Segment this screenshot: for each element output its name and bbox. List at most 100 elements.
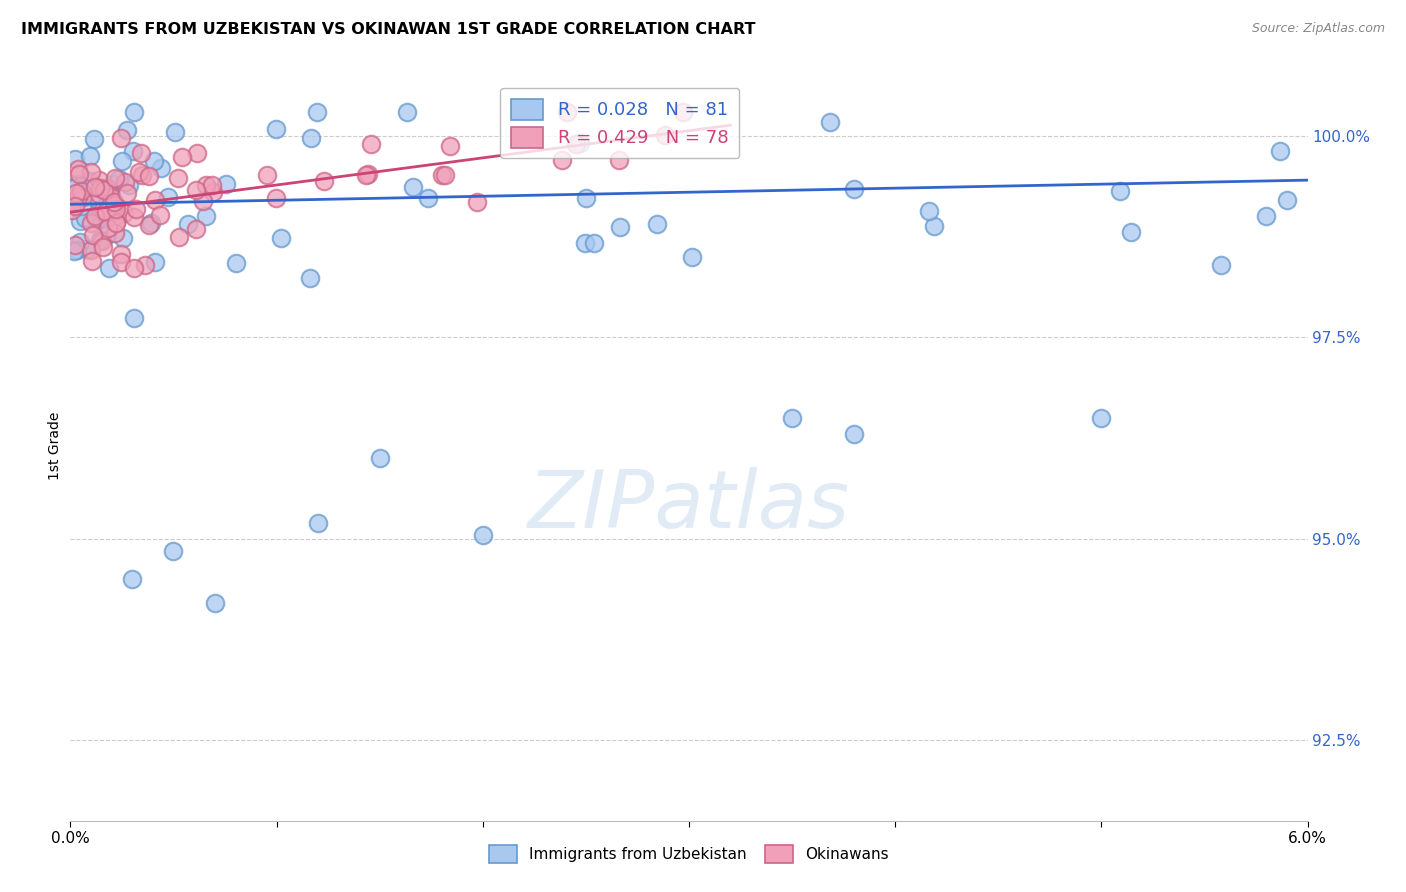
Point <box>439 139 461 153</box>
Text: IMMIGRANTS FROM UZBEKISTAN VS OKINAWAN 1ST GRADE CORRELATION CHART: IMMIGRANTS FROM UZBEKISTAN VS OKINAWAN 1… <box>21 22 755 37</box>
Point <box>117 186 139 200</box>
Point <box>63 187 86 202</box>
Point <box>917 204 939 219</box>
Point <box>842 426 865 441</box>
Point <box>215 177 238 191</box>
Point <box>80 243 103 257</box>
Point <box>138 169 160 183</box>
Point <box>360 136 382 151</box>
Point <box>100 187 122 202</box>
Point <box>143 154 166 169</box>
Point <box>471 527 494 541</box>
Point <box>91 235 114 249</box>
Point <box>96 228 118 243</box>
Point <box>63 244 86 258</box>
Point <box>184 222 207 236</box>
Point <box>195 178 218 192</box>
Point <box>75 211 97 226</box>
Point <box>124 210 146 224</box>
Point <box>186 146 208 161</box>
Point <box>430 168 453 182</box>
Point <box>125 202 148 216</box>
Point <box>201 178 224 193</box>
Point <box>83 209 105 223</box>
Point <box>97 194 120 208</box>
Point <box>104 198 127 212</box>
Point <box>104 227 127 241</box>
Point <box>89 233 111 247</box>
Point <box>569 136 592 150</box>
Point <box>574 236 596 251</box>
Point <box>65 199 87 213</box>
Point <box>264 191 287 205</box>
Point <box>70 184 93 198</box>
Point <box>101 178 124 192</box>
Point <box>922 219 945 234</box>
Point <box>149 161 172 176</box>
Point <box>63 194 86 209</box>
Point <box>72 187 94 202</box>
Point <box>103 198 125 212</box>
Point <box>104 170 127 185</box>
Point <box>66 161 89 176</box>
Point <box>77 174 100 188</box>
Point <box>357 167 380 181</box>
Point <box>201 185 224 199</box>
Point <box>195 209 218 223</box>
Point <box>112 206 135 220</box>
Point <box>177 217 200 231</box>
Point <box>433 168 456 182</box>
Point <box>69 235 91 249</box>
Point <box>79 149 101 163</box>
Point <box>104 215 127 229</box>
Point <box>104 209 127 223</box>
Point <box>654 128 676 143</box>
Point <box>112 231 135 245</box>
Point <box>1109 185 1132 199</box>
Point <box>86 212 108 227</box>
Point <box>186 183 208 197</box>
Point <box>111 153 134 168</box>
Point <box>1256 210 1278 224</box>
Point <box>110 255 132 269</box>
Legend: Immigrants from Uzbekistan, Okinawans: Immigrants from Uzbekistan, Okinawans <box>484 839 894 869</box>
Point <box>396 104 419 119</box>
Point <box>82 227 104 242</box>
Point <box>256 168 278 182</box>
Point <box>1211 258 1233 272</box>
Point <box>114 175 136 189</box>
Point <box>80 254 103 268</box>
Point <box>110 131 132 145</box>
Point <box>157 190 180 204</box>
Point <box>63 181 86 195</box>
Point <box>96 181 118 195</box>
Point <box>76 242 98 256</box>
Point <box>1275 194 1298 208</box>
Point <box>820 115 842 129</box>
Point <box>94 203 117 218</box>
Point <box>844 182 866 196</box>
Point <box>63 153 86 167</box>
Point <box>97 221 120 235</box>
Point <box>121 572 143 586</box>
Point <box>129 145 152 160</box>
Point <box>191 194 214 208</box>
Point <box>672 104 695 119</box>
Point <box>555 104 578 119</box>
Point <box>204 596 226 610</box>
Point <box>110 246 132 260</box>
Point <box>103 195 125 210</box>
Point <box>122 104 145 119</box>
Point <box>97 260 120 275</box>
Y-axis label: 1st Grade: 1st Grade <box>48 412 62 480</box>
Point <box>69 213 91 227</box>
Point <box>89 211 111 226</box>
Point <box>162 543 184 558</box>
Point <box>780 410 803 425</box>
Point <box>79 216 101 230</box>
Point <box>89 181 111 195</box>
Point <box>93 183 115 197</box>
Point <box>63 192 86 206</box>
Point <box>118 178 141 192</box>
Text: ZIPatlas: ZIPatlas <box>527 467 851 545</box>
